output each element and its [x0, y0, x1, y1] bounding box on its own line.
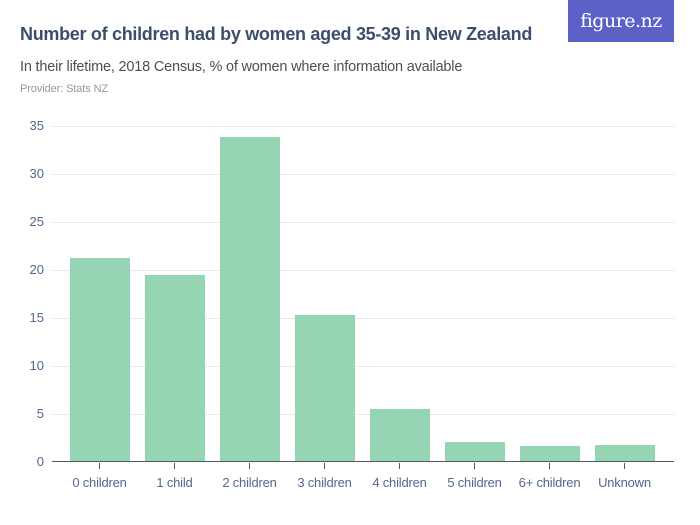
y-tick-label-20: 20	[29, 262, 44, 277]
x-tick-label-4-children: 4 children	[372, 475, 427, 490]
bar-slot-4-children	[362, 126, 437, 461]
bars-layer	[62, 126, 662, 461]
gridline-25	[52, 222, 674, 223]
x-tick-5-children	[473, 463, 476, 469]
x-tick-6-children	[548, 463, 551, 469]
gridline-20	[52, 270, 674, 271]
x-tick-label-2-children: 2 children	[222, 475, 277, 490]
x-slot-0-children: 0 children	[62, 463, 137, 490]
bar-slot-6-children	[512, 126, 587, 461]
gridline-15	[52, 318, 674, 319]
bar-2-children	[219, 137, 280, 461]
figurenz-logo-text: figure.nz	[580, 10, 662, 32]
x-tick-label-5-children: 5 children	[447, 475, 502, 490]
bar-slot-unknown	[587, 126, 662, 461]
x-slot-1-child: 1 child	[137, 463, 212, 490]
x-tick-3-children	[323, 463, 326, 469]
gridline-30	[52, 174, 674, 175]
y-tick-label-0: 0	[36, 454, 44, 469]
x-slot-2-children: 2 children	[212, 463, 287, 490]
x-tick-unknown	[623, 463, 626, 469]
bar-unknown	[594, 444, 655, 461]
x-tick-4-children	[398, 463, 401, 469]
gridline-5	[52, 414, 674, 415]
bar-slot-2-children	[212, 126, 287, 461]
y-tick-label-10: 10	[29, 358, 44, 373]
x-tick-label-0-children: 0 children	[72, 475, 127, 490]
x-slot-4-children: 4 children	[362, 463, 437, 490]
bar-slot-0-children	[62, 126, 137, 461]
bar-4-children	[369, 409, 430, 461]
y-tick-label-25: 25	[29, 214, 44, 229]
y-tick-label-30: 30	[29, 166, 44, 181]
bar-5-children	[444, 441, 505, 461]
x-slot-3-children: 3 children	[287, 463, 362, 490]
x-slot-5-children: 5 children	[437, 463, 512, 490]
y-axis-labels: 0 5 10 15 20 25 30 35	[0, 118, 44, 469]
x-slot-unknown: Unknown	[587, 463, 662, 490]
figurenz-logo[interactable]: figure.nz	[568, 0, 674, 42]
x-tick-label-6-children: 6+ children	[518, 475, 581, 490]
x-slot-6-children: 6+ children	[512, 463, 587, 490]
x-tick-label-unknown: Unknown	[598, 475, 651, 490]
page-title: Number of children had by women aged 35-…	[20, 24, 533, 44]
y-tick-label-15: 15	[29, 310, 44, 325]
chart-subtitle: In their lifetime, 2018 Census, % of wom…	[20, 59, 463, 75]
y-tick-label-5: 5	[36, 406, 44, 421]
plot-area	[52, 126, 674, 462]
x-tick-label-1-child: 1 child	[156, 475, 193, 490]
bar-6-children	[519, 445, 580, 461]
x-tick-label-3-children: 3 children	[297, 475, 352, 490]
gridline-35	[52, 126, 674, 127]
provider-label: Provider: Stats NZ	[20, 83, 109, 95]
bar-slot-5-children	[437, 126, 512, 461]
bar-1-child	[144, 274, 205, 461]
bar-slot-3-children	[287, 126, 362, 461]
x-tick-2-children	[248, 463, 251, 469]
bar-0-children	[69, 258, 130, 461]
x-tick-0-children	[98, 463, 101, 469]
x-axis-labels: 0 children 1 child 2 children 3 children 4 c…	[62, 463, 662, 490]
x-tick-1-child	[173, 463, 176, 469]
bar-3-children	[294, 315, 355, 461]
gridline-10	[52, 366, 674, 367]
bar-slot-1-child	[137, 126, 212, 461]
y-tick-label-35: 35	[29, 118, 44, 133]
